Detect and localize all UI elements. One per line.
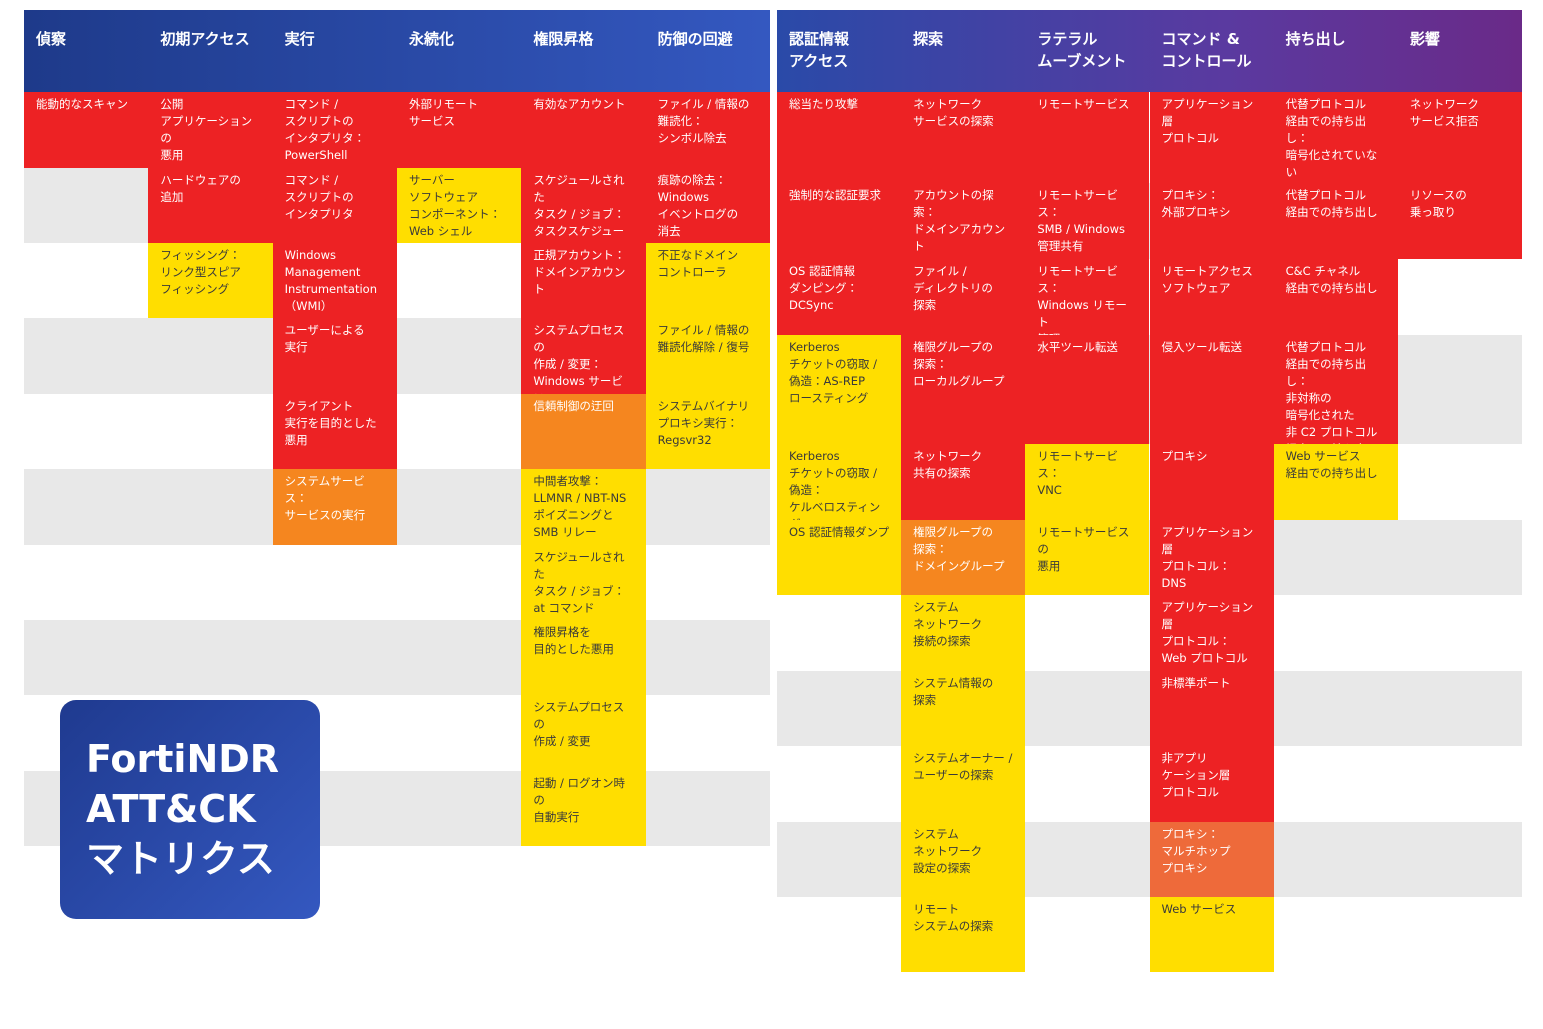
technique-cell: 不正なドメイン コントローラ [645,243,770,318]
technique-cell: OS 認証情報ダンプ [777,520,902,595]
technique-cell: 権限昇格を 目的とした悪用 [521,620,646,695]
technique-cell: ハードウェアの 追加 [148,168,273,243]
technique-cell: ネットワーク 共有の探索 [901,444,1026,520]
column-header: 偵察 [36,30,67,48]
technique-cell: リモートサービス [1025,92,1150,183]
technique-cell: 起動 / ログオン時の 自動実行 [521,771,646,846]
technique-cell: 代替プロトコル 経由での持ち出し [1273,183,1398,259]
column-header: コマンド & コントロール [1161,30,1252,70]
technique-cell: システムサービス： サービスの実行 [272,469,397,545]
technique-cell: プロキシ： マルチホップ プロキシ [1149,822,1274,897]
technique-cell: Web サービス [1149,897,1274,972]
technique-cell: システム ネットワーク 接続の探索 [901,595,1026,671]
technique-cell: リモートサービス： Windows リモート 管理 [1025,259,1150,346]
technique-cell: 権限グループの 探索： ドメイングループ [901,520,1026,595]
technique-cell: 正規アカウント： ドメインアカウント [521,243,646,318]
column-header: 影響 [1409,30,1440,48]
technique-cell: 強制的な認証要求 [777,183,902,259]
technique-cell: システム ネットワーク 設定の探索 [901,822,1026,897]
column-header: 権限昇格 [533,30,594,48]
technique-cell: システムバイナリ プロキシ実行： Regsvr32 [645,394,770,469]
column-header: 探索 [913,30,944,48]
technique-cell: ネットワーク サービス拒否 [1397,92,1522,183]
technique-cell: プロキシ [1149,444,1274,520]
technique-cell: ファイル / ディレクトリの 探索 [901,259,1026,335]
column-header: ラテラル ムーブメント [1037,30,1127,70]
technique-cell: コマンド / スクリプトの インタプリタ [272,168,397,243]
technique-cell: Kerberos チケットの窃取 / 偽造：AS-REP ロースティング [777,335,902,444]
technique-cell: システムプロセスの 作成 / 変更 [521,695,646,771]
technique-cell: リモートサービス： SMB / Windows 管理共有 [1025,183,1150,259]
technique-cell: Windows Management Instrumentation （WMI） [272,243,397,318]
column-header: 永続化 [409,30,455,48]
technique-cell: 中間者攻撃： LLMNR / NBT-NS ポイズニングと SMB リレー [521,469,646,545]
technique-cell: システムオーナー / ユーザーの探索 [901,746,1026,822]
technique-cell: アプリケーション層 プロトコル： DNS [1149,520,1274,595]
technique-cell: プロキシ： 外部プロキシ [1149,183,1274,259]
column-header: 実行 [284,30,315,48]
technique-cell: リモートサービスの 悪用 [1025,520,1150,595]
technique-cell: 権限グループの 探索： ローカルグループ [901,335,1026,444]
column-header: 持ち出し [1285,30,1346,48]
technique-cell: システムプロセスの 作成 / 変更： Windows サービス [521,318,646,405]
technique-cell: 信頼制御の迂回 [521,394,646,469]
column-header: 防御の回避 [657,30,733,48]
technique-cell: リモートサービス： VNC [1025,444,1150,520]
row-stripe [24,620,770,695]
technique-cell: 公開 アプリケーションの 悪用 [148,92,273,168]
technique-cell: リモート システムの探索 [901,897,1026,972]
technique-cell: 有効なアカウント [521,92,646,168]
logo: FortiNDR ATT&CK マトリクス [60,700,320,919]
technique-cell: 外部リモート サービス [397,92,522,168]
technique-cell: 水平ツール転送 [1025,335,1150,444]
technique-cell: 侵入ツール転送 [1149,335,1274,444]
header-bar [24,10,770,92]
technique-cell: 非アプリ ケーション層 プロトコル [1149,746,1274,822]
row-stripe [24,469,770,545]
technique-cell: Kerberos チケットの窃取 / 偽造： ケルベロスティング [777,444,902,531]
technique-cell: アプリケーション層 プロトコル [1149,92,1274,183]
technique-cell: スケジュールされた タスク / ジョブ： タスクスケジューラ [521,168,646,255]
technique-cell: アカウントの探索： ドメインアカウント [901,183,1026,259]
technique-cell: クライアント 実行を目的とした 悪用 [272,394,397,469]
technique-cell: 代替プロトコル 経由での持ち出し： 暗号化されていない 非 C2 プロトコル 経… [1273,92,1398,213]
technique-cell: OS 認証情報 ダンピング： DCSync [777,259,902,335]
technique-cell: システム情報の 探索 [901,671,1026,746]
technique-cell: リソースの 乗っ取り [1397,183,1522,259]
technique-cell: ユーザーによる 実行 [272,318,397,394]
technique-cell: サーバー ソフトウェア コンポーネント： Web シェル [397,168,522,243]
header-bar [777,10,1522,92]
technique-cell: C&C チャネル 経由での持ち出し [1273,259,1398,335]
technique-cell: 痕跡の除去： Windows イベントログの 消去 [645,168,770,243]
column-header: 初期アクセス [160,30,250,48]
technique-cell: ネットワーク サービスの探索 [901,92,1026,183]
technique-cell: スケジュールされた タスク / ジョブ： at コマンド [521,545,646,620]
technique-cell: ファイル / 情報の 難読化： シンボル除去 [645,92,770,168]
technique-cell: Web サービス 経由での持ち出し [1273,444,1398,520]
technique-cell: 代替プロトコル 経由での持ち出し： 非対称の 暗号化された 非 C2 プロトコル… [1273,335,1398,456]
technique-cell: 総当たり攻撃 [777,92,902,183]
technique-cell: 非標準ポート [1149,671,1274,746]
column-header: 認証情報 アクセス [789,30,850,70]
technique-cell: コマンド / スクリプトの インタプリタ： PowerShell [272,92,397,168]
technique-cell: フィッシング： リンク型スピア フィッシング [148,243,273,318]
technique-cell: アプリケーション層 プロトコル： Web プロトコル [1149,595,1274,671]
technique-cell: 能動的なスキャン [24,92,149,168]
technique-cell: リモートアクセス ソフトウェア [1149,259,1274,335]
technique-cell: ファイル / 情報の 難読化解除 / 復号 [645,318,770,394]
